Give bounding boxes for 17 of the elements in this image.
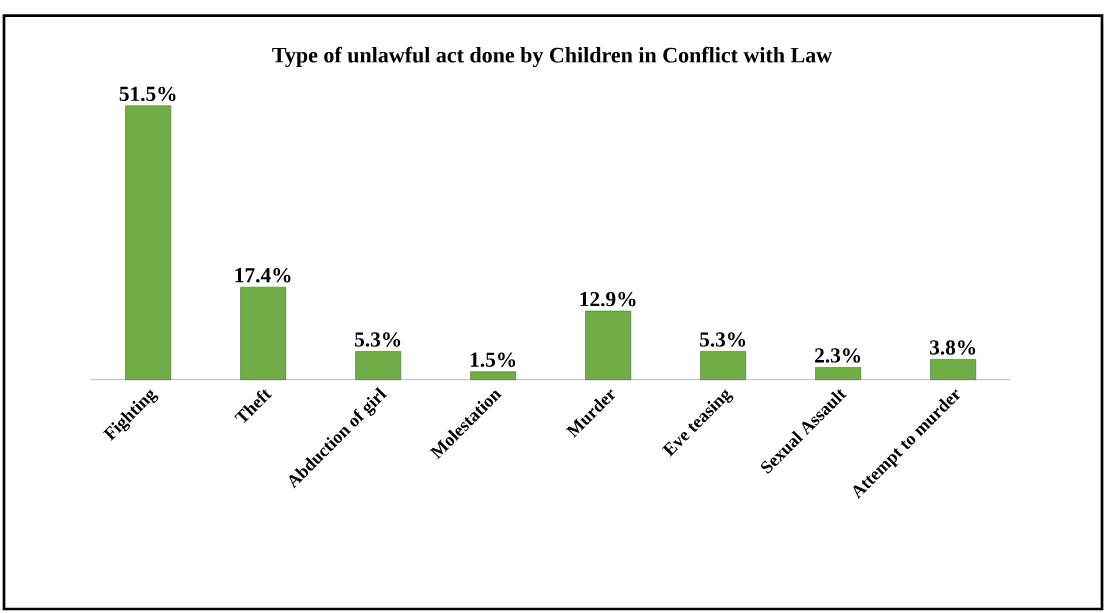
- bar: [700, 351, 747, 380]
- chart-title: Type of unlawful act done by Children in Conflict with Law: [272, 46, 832, 68]
- data-label: 3.8%: [929, 340, 976, 355]
- bar: [240, 286, 287, 380]
- bar: [585, 310, 632, 380]
- bar: [125, 105, 172, 380]
- bar: [470, 371, 517, 380]
- data-label: 51.5%: [119, 86, 176, 102]
- bar: [930, 359, 977, 380]
- data-label: 5.3%: [355, 332, 401, 347]
- bar: [815, 367, 862, 380]
- data-label: 17.4%: [235, 267, 291, 283]
- bar: [355, 351, 402, 380]
- data-label: 5.3%: [700, 332, 746, 347]
- data-label: 12.9%: [580, 291, 636, 307]
- data-label: 2.3%: [815, 348, 861, 363]
- data-label: 1.5%: [470, 352, 516, 367]
